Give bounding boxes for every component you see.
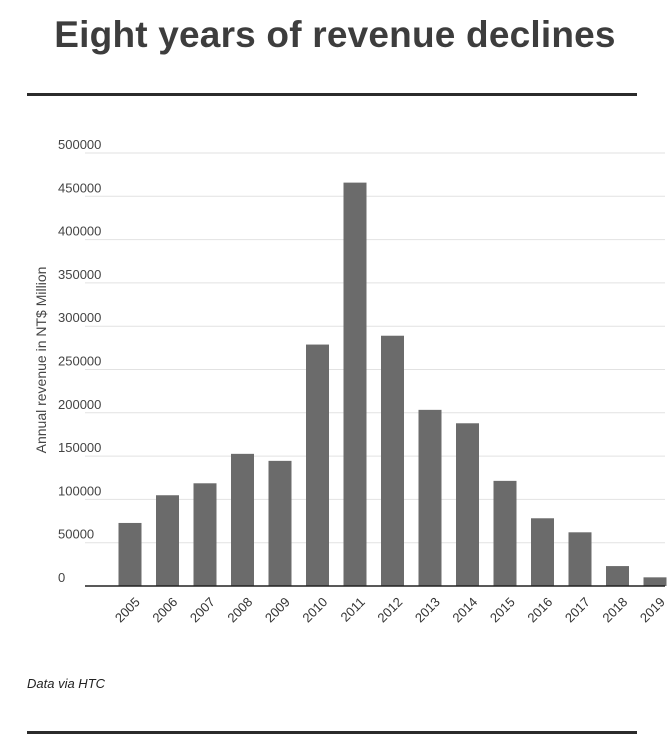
x-tick-label: 2005: [112, 594, 143, 625]
x-tick-label: 2015: [487, 594, 518, 625]
bar-2011: [343, 182, 367, 587]
bar-2012: [381, 335, 404, 586]
bar-2013: [418, 409, 442, 586]
y-axis-title: Annual revenue in NT$ Million: [33, 267, 49, 454]
x-tick-label: 2010: [299, 594, 330, 625]
bar-2005: [118, 522, 142, 586]
y-tick-label: 350000: [58, 267, 101, 282]
bar-2018: [606, 566, 629, 586]
gridlines: [85, 152, 665, 544]
bar-2007: [193, 483, 217, 586]
y-tick-label: 50000: [58, 527, 94, 542]
x-tick-label: 2019: [637, 594, 668, 625]
x-tick-label: 2006: [149, 594, 180, 625]
chart-title: Eight years of revenue declines: [54, 14, 616, 55]
y-axis-ticks: 0 50000 100000 150000 200000 250000 300000 3500…: [58, 137, 101, 585]
y-tick-label: 500000: [58, 137, 101, 152]
y-tick-label: 100000: [58, 483, 101, 498]
bar-2017: [568, 532, 592, 586]
x-tick-label: 2009: [262, 594, 293, 625]
x-axis-ticks: 2005 2006 2007 2008 2009 2010 2011 2012 2013 2014…: [112, 594, 668, 625]
x-tick-label: 2017: [562, 594, 593, 625]
bar-2014: [456, 423, 479, 586]
y-tick-label: 400000: [58, 224, 101, 239]
bar-2019: [643, 577, 667, 586]
x-tick-label: 2007: [187, 594, 218, 625]
bar-2016: [531, 518, 554, 586]
y-tick-label: 250000: [58, 354, 101, 369]
x-tick-label: 2016: [524, 594, 555, 625]
y-tick-label: 150000: [58, 440, 101, 455]
y-tick-label: 300000: [58, 310, 101, 325]
source-note: Data via HTC: [27, 676, 106, 691]
revenue-bar-chart: 0 50000 100000 150000 200000 250000 300000 3500…: [33, 137, 668, 625]
bar-2008: [231, 453, 254, 586]
x-tick-label: 2013: [412, 594, 443, 625]
y-tick-label: 0: [58, 570, 65, 585]
bar-2010: [306, 344, 329, 586]
x-tick-label: 2011: [338, 594, 368, 624]
x-tick-label: 2012: [374, 594, 405, 625]
top-divider: [27, 93, 637, 96]
bars: [118, 182, 667, 587]
bottom-divider: [27, 731, 637, 734]
y-tick-label: 200000: [58, 397, 101, 412]
bar-2015: [493, 480, 517, 586]
bar-2006: [156, 495, 179, 586]
x-tick-label: 2014: [449, 594, 480, 625]
x-tick-label: 2008: [224, 594, 255, 625]
y-tick-label: 450000: [58, 180, 101, 195]
bar-2009: [268, 460, 292, 586]
x-tick-label: 2018: [599, 594, 630, 625]
